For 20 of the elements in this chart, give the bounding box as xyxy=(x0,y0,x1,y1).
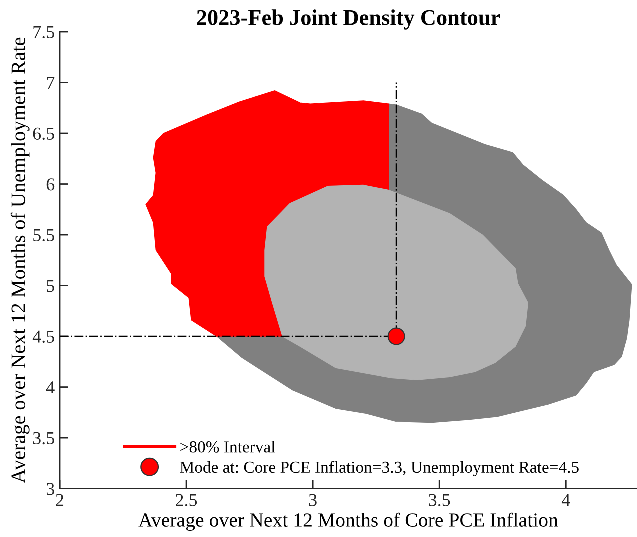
y-axis-title: Average over Next 12 Months of Unemployment Rate xyxy=(10,38,30,484)
legend-label: Mode at: Core PCE Inflation=3.3, Unemployment Rate=4.5 xyxy=(180,461,579,477)
y-tick-label: 4.5 xyxy=(32,330,54,344)
y-tick-label: 5.5 xyxy=(34,229,54,242)
legend-label: >80% Interval xyxy=(180,441,276,453)
y-tick-label: 3 xyxy=(46,483,54,496)
x-tick-label: 3 xyxy=(309,494,317,506)
x-tick-label: 2 xyxy=(56,494,64,506)
y-tick-label: 7.5 xyxy=(34,26,54,39)
y-tick-label: 6 xyxy=(46,178,55,191)
x-tick-label: 2.5 xyxy=(176,494,198,506)
chart-title: 2023-Feb Joint Density Contour xyxy=(197,10,500,30)
y-tick-label: 3.5 xyxy=(33,432,54,445)
x-axis-title: Average over Next 12 Months of Core PCE Inflation xyxy=(138,512,558,532)
x-tick-label: 3.5 xyxy=(429,494,450,506)
y-tick-label: 4 xyxy=(46,382,55,394)
y-tick-label: 5 xyxy=(47,280,54,292)
y-tick-label: 7 xyxy=(47,77,55,90)
x-tick-label: 4 xyxy=(562,494,570,506)
y-tick-label: 6.5 xyxy=(33,128,54,140)
